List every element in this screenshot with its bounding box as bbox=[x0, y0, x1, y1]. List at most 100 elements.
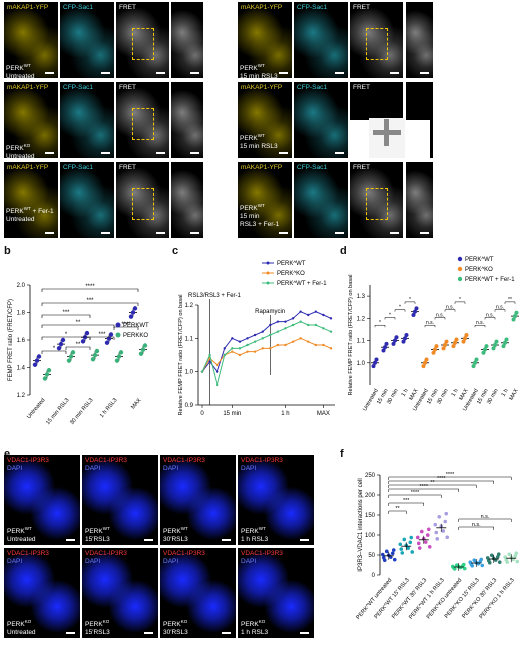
b-sig-5: ** bbox=[76, 320, 81, 326]
f-point-0-7 bbox=[382, 558, 387, 563]
b-xlabel-1: 15 min RSL3 bbox=[45, 397, 70, 426]
e-scale-bar-1 bbox=[144, 539, 153, 541]
roi-box-left-r1 bbox=[132, 108, 154, 140]
scale-bar-left-r0-c0 bbox=[45, 72, 54, 74]
micro-tile-left-r0-c3 bbox=[171, 2, 203, 78]
d-point-0-0-1 bbox=[373, 360, 377, 365]
d-point-1-4-1 bbox=[463, 336, 467, 341]
c-legend-marker-0 bbox=[266, 261, 270, 265]
b-sig-4: **** bbox=[121, 322, 131, 328]
b-yticklabel-1: 1.4 bbox=[17, 366, 26, 372]
c-point-2-15 bbox=[314, 323, 318, 327]
b-point-1-3-2 bbox=[118, 350, 124, 355]
b-sig-bracket-5 bbox=[41, 324, 115, 328]
d-point-2-1-0 bbox=[481, 350, 486, 355]
c-yticklabel-1: 1.0 bbox=[185, 370, 194, 376]
d-xlabel-4: MAX bbox=[408, 388, 419, 402]
channel-label-left-r2-c1: CFP-Sac1 bbox=[63, 164, 93, 171]
c-point-1-8 bbox=[261, 347, 264, 350]
scale-bar-right-r0-c2 bbox=[390, 72, 399, 74]
f-sig-3: **** bbox=[419, 484, 428, 490]
d-point-2-0-0 bbox=[471, 364, 476, 369]
f-point-2-1 bbox=[425, 533, 430, 537]
f-point-4-4 bbox=[450, 564, 455, 569]
c-point-0-15 bbox=[314, 310, 318, 313]
f-point-7-3 bbox=[515, 559, 520, 564]
f-point-7-6 bbox=[514, 551, 519, 555]
e-channel-dapi-4: DAPI bbox=[7, 558, 23, 565]
c-point-2-16 bbox=[322, 327, 325, 330]
c-point-2-11 bbox=[284, 327, 287, 330]
f-sig-bracket-5 bbox=[388, 480, 494, 484]
e-label-5: PERKKO 15′RSL3 bbox=[85, 619, 110, 637]
b-yticklabel-0: 1.2 bbox=[17, 393, 26, 399]
e-tile-2: VDAC1-IP3R3 DAPI PERKWT 30′RSL3 bbox=[160, 455, 236, 545]
c-point-0-7 bbox=[253, 333, 257, 337]
f-sig-bracket-7 bbox=[458, 526, 494, 530]
plus-icon-v bbox=[384, 119, 389, 146]
b-point-1-0-1 bbox=[44, 372, 50, 377]
d-point-2-3-1 bbox=[503, 340, 507, 345]
c-point-0-14 bbox=[307, 313, 310, 317]
channel-label-left-r0-c1: CFP-Sac1 bbox=[63, 4, 93, 11]
c-point-0-16 bbox=[322, 313, 325, 317]
f-sig-6: **** bbox=[446, 472, 455, 478]
c-point-0-12 bbox=[291, 317, 295, 320]
c-point-0-13 bbox=[299, 310, 302, 313]
b-legend-wt: PERKWT bbox=[123, 323, 149, 329]
f-point-5-2 bbox=[472, 558, 477, 562]
scale-bar-right-r2-c1 bbox=[335, 232, 344, 234]
c-point-1-13 bbox=[299, 337, 302, 340]
e-channel-vdac-4: VDAC1-IP3R3 bbox=[7, 550, 49, 557]
b-point-0-2-2 bbox=[84, 330, 90, 336]
c-point-0-6 bbox=[246, 337, 249, 340]
c-point-2-7 bbox=[253, 340, 257, 343]
f-point-6-6 bbox=[496, 552, 501, 556]
c-line-1 bbox=[201, 337, 332, 372]
f-point-2-0 bbox=[416, 541, 421, 546]
micro-tile-left-r2-c3 bbox=[171, 162, 203, 238]
f-point-5-7 bbox=[470, 564, 475, 568]
f-point-0-2 bbox=[384, 549, 389, 554]
c-point-2-5 bbox=[238, 347, 242, 350]
f-point-5-6 bbox=[479, 557, 484, 562]
f-sig-bracket-0 bbox=[388, 510, 407, 514]
e-label-4: PERKKO Untreated bbox=[7, 619, 36, 637]
c-point-1-10 bbox=[276, 343, 280, 347]
micro-tile-left-r2-c2: FRET bbox=[116, 162, 169, 238]
f-point-2-2 bbox=[419, 529, 424, 534]
d-legend-label-0: PERK^WT bbox=[465, 257, 494, 263]
c-point-1-11 bbox=[284, 343, 287, 347]
micro-tile-left-r1-c1: CFP-Sac1 bbox=[60, 82, 114, 158]
d-sig-10: n.s. bbox=[496, 305, 504, 311]
b-sig-bracket-0 bbox=[41, 350, 67, 354]
d-yticklabel-1: 1.1 bbox=[357, 339, 366, 345]
scale-bar-left-r1-c1 bbox=[101, 152, 110, 154]
d-point-1-0-2 bbox=[424, 357, 429, 362]
d-sig-7: * bbox=[459, 297, 461, 303]
micro-tile-right-r0-c3 bbox=[406, 2, 433, 78]
b-point-1-3-1 bbox=[116, 354, 122, 359]
d-sig-bracket-11 bbox=[504, 301, 516, 304]
f-point-4-3 bbox=[462, 566, 467, 571]
e-channel-dapi-2: DAPI bbox=[163, 465, 179, 472]
micro-tile-right-r1-c0: mAKAP1-YFP bbox=[238, 82, 292, 158]
d-point-2-2-2 bbox=[494, 339, 499, 344]
channel-label-right-r0-c1: CFP-Sac1 bbox=[297, 4, 327, 11]
d-sig-9: n.s. bbox=[486, 312, 494, 318]
f-sig-8: n.s. bbox=[481, 514, 490, 520]
f-point-6-4 bbox=[485, 556, 490, 560]
micro-tile-right-r0-c1: CFP-Sac1 bbox=[294, 2, 348, 78]
scale-bar-left-r2-c0 bbox=[45, 232, 54, 234]
b-point-0-3-1 bbox=[106, 336, 112, 341]
f-point-1-7 bbox=[400, 551, 405, 555]
scale-bar-right-r2-c3 bbox=[420, 232, 429, 234]
d-sig-bracket-0 bbox=[374, 324, 386, 328]
d-sig-bracket-8 bbox=[474, 324, 486, 328]
c-line-0 bbox=[201, 311, 332, 373]
c-xticklabel-3: MAX bbox=[317, 411, 330, 417]
f-point-1-1 bbox=[408, 540, 413, 545]
c-point-1-5 bbox=[238, 353, 242, 357]
d-point-0-4-0 bbox=[411, 313, 416, 317]
d-point-0-3-1 bbox=[403, 336, 407, 341]
